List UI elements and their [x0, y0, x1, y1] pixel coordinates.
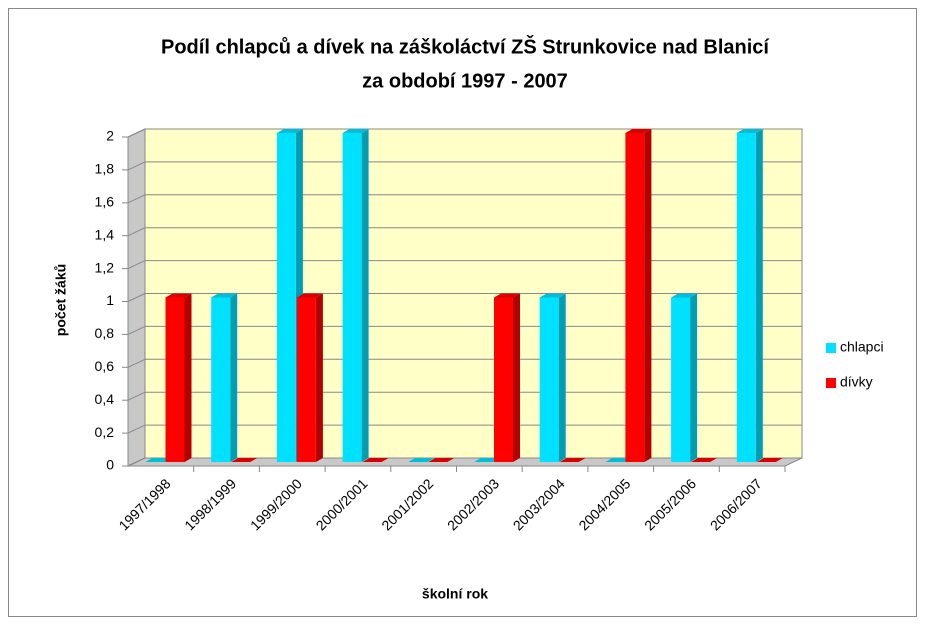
grid-line-side: [127, 227, 146, 237]
bar-top: [671, 293, 698, 298]
chart-title: Podíl chlapců a dívek na záškoláctví ZŠ …: [161, 34, 770, 58]
grid-line-side: [127, 161, 146, 171]
bar-group: [539, 293, 566, 462]
bar-group: [671, 293, 698, 462]
bar-top: [691, 458, 718, 462]
y-tick-label: 0,2: [95, 424, 115, 440]
bar-side: [230, 293, 238, 462]
bar: [625, 133, 645, 462]
bar-side: [690, 293, 698, 462]
bar-side: [513, 293, 520, 462]
bar-top: [211, 293, 238, 298]
bar-top: [296, 293, 323, 298]
bar-side: [315, 293, 323, 462]
bar-group: [145, 458, 172, 462]
bar-top: [145, 458, 172, 462]
legend-swatch: [826, 343, 836, 353]
y-tick-label: 1,8: [95, 161, 115, 177]
y-tick-label: 1: [106, 292, 114, 308]
bar-group: [625, 129, 652, 462]
grid-line-side: [127, 194, 146, 204]
bar-group: [605, 458, 632, 462]
y-axis-label: počet žáků: [53, 264, 69, 336]
bar-top: [474, 458, 500, 462]
bar-top: [276, 129, 303, 133]
bar: [211, 297, 231, 462]
bar-top: [494, 293, 520, 298]
bar-group: [494, 293, 520, 462]
grid-line-side: [127, 325, 146, 335]
bar-top: [231, 458, 258, 462]
grid-line-side: [127, 293, 146, 302]
y-tick-label: 2: [106, 128, 114, 144]
bar-top: [165, 293, 192, 298]
bar-group: [231, 458, 258, 462]
bar-group: [736, 129, 763, 462]
bar-top: [756, 458, 783, 462]
bar: [539, 297, 559, 462]
bar-side: [644, 129, 652, 462]
legend-swatch: [826, 378, 836, 388]
y-tick-label: 1,4: [95, 226, 115, 242]
grid-line-side: [127, 391, 146, 401]
grid-line-side: [127, 424, 146, 434]
grid-line-side: [127, 128, 146, 138]
bar-group: [756, 458, 783, 462]
bar-group: [408, 458, 435, 462]
bar-group: [428, 458, 455, 462]
x-axis-label: školní rok: [422, 586, 488, 602]
y-tick-label: 0,8: [95, 325, 115, 341]
y-tick-label: 1,2: [95, 259, 115, 275]
bar-group: [165, 293, 192, 462]
bar: [276, 133, 296, 462]
grid-line-side: [127, 457, 146, 467]
bar-top: [625, 129, 652, 133]
bar-group: [691, 458, 718, 462]
bar-group: [362, 458, 389, 462]
bar-top: [342, 129, 369, 133]
bar-side: [184, 293, 192, 462]
bar-group: [211, 293, 238, 462]
grid-line-side: [127, 358, 146, 368]
bar-group: [296, 293, 323, 462]
legend-label: chlapci: [840, 339, 884, 355]
y-tick-label: 0,6: [95, 358, 115, 374]
bar-top: [428, 458, 455, 462]
bar: [342, 133, 362, 462]
bar-top: [559, 458, 586, 462]
bar: [671, 297, 691, 462]
legend-label: dívky: [840, 374, 873, 390]
bar-top: [408, 458, 435, 462]
bar-top: [605, 458, 632, 462]
bar-side: [361, 129, 369, 462]
bar-side: [755, 129, 763, 462]
bar: [736, 133, 756, 462]
y-tick-label: 1,6: [95, 194, 115, 210]
bar-top: [362, 458, 389, 462]
bar-side: [558, 293, 566, 462]
bar-top: [539, 293, 566, 298]
bar-top: [736, 129, 763, 133]
bar-group: [342, 129, 369, 462]
y-tick-label: 0,4: [95, 391, 115, 407]
grid-line-side: [127, 260, 146, 270]
y-tick-label: 0: [106, 457, 114, 473]
bar: [165, 297, 185, 462]
bar: [494, 297, 513, 462]
chart-title: za období 1997 - 2007: [362, 70, 568, 92]
bar-group: [474, 458, 500, 462]
bar-group: [559, 458, 586, 462]
bar: [296, 297, 316, 462]
